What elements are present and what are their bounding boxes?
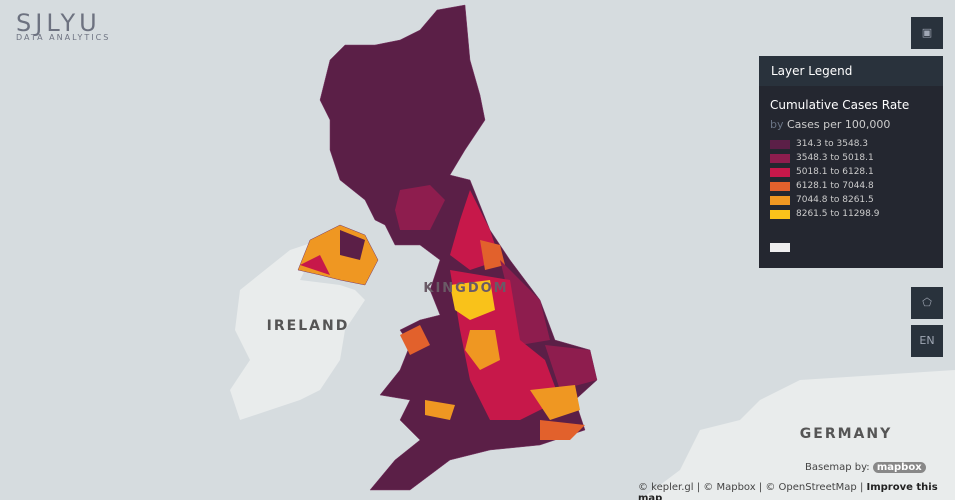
by: by [770,118,784,131]
swatch [770,139,790,149]
legend-items: 314.3 to 3548.3 3548.3 to 5018.1 5018.1 to… [770,137,943,221]
region [540,420,585,440]
legend-label: 6128.1 to 7044.8 [796,181,874,191]
region [400,325,430,355]
legend-item: 8261.5 to 11298.9 [770,207,943,221]
legend-label: 8261.5 to 11298.9 [796,209,880,219]
land-continent [640,370,955,500]
legend-item: 314.3 to 3548.3 [770,137,943,151]
region [300,255,330,275]
region [450,280,495,320]
logo-tagline: DATA ANALYTICS [16,33,110,42]
legend-item: 5018.1 to 6128.1 [770,165,943,179]
region [530,385,580,420]
map-label: GERMANY [800,426,892,442]
land-ireland [230,240,365,420]
swatch [770,243,790,252]
credit[interactable]: © OpenStreetMap [765,482,857,493]
legend-label: 7044.8 to 8261.5 [796,195,874,205]
swatch [770,167,790,177]
land-northern-ireland [297,224,379,286]
region [425,400,455,420]
legend-label: 3548.3 to 5018.1 [796,153,874,163]
3d-toggle[interactable]: ▣ [911,17,943,49]
credit[interactable]: © kepler.gl [638,482,694,493]
swatch [770,153,790,163]
swatch [770,195,790,205]
legend-header: Layer Legend [759,56,943,86]
attribution: © kepler.gl | © Mapbox | © OpenStreetMap… [638,482,955,500]
legend-item: 3548.3 to 5018.1 [770,151,943,165]
improve-link[interactable]: Improve this map [638,482,938,500]
language: EN [919,334,935,347]
legend-title: Layer Legend [771,64,853,78]
map-label: IRELAND [267,318,350,334]
region [480,240,505,270]
credit[interactable]: © Mapbox [703,482,756,493]
language-button[interactable]: EN [911,325,943,357]
region [545,345,597,390]
legend-item: 6128.1 to 7044.8 [770,179,943,193]
swatch [770,181,790,191]
legend-item: 7044.8 to 8261.5 [770,193,943,207]
logo-name: SJLYU [16,9,101,37]
mapbox-logo[interactable]: mapbox [872,462,926,473]
map-label: KINGDOM [423,281,508,296]
swatch [770,209,790,219]
legend-label: 5018.1 to 6128.1 [796,167,874,177]
legend-body: Cumulative Cases Rate by Cases per 100,0… [759,86,943,252]
basemap-credit: Basemap by: mapbox [805,462,926,473]
basemap-by: Basemap by: [805,462,870,473]
draw-tool[interactable]: ⬠ [911,287,943,319]
region [395,185,445,230]
layer-name: Cumulative Cases Rate [770,98,910,112]
region [340,230,365,260]
region [500,260,550,345]
field: by Cases per 100,000 [770,118,943,131]
region [465,330,500,370]
legend-label: 314.3 to 3548.3 [796,139,869,149]
legend-panel: Layer Legend Cumulative Cases Rate by Ca… [759,56,943,268]
field-name: Cases per 100,000 [787,118,891,131]
